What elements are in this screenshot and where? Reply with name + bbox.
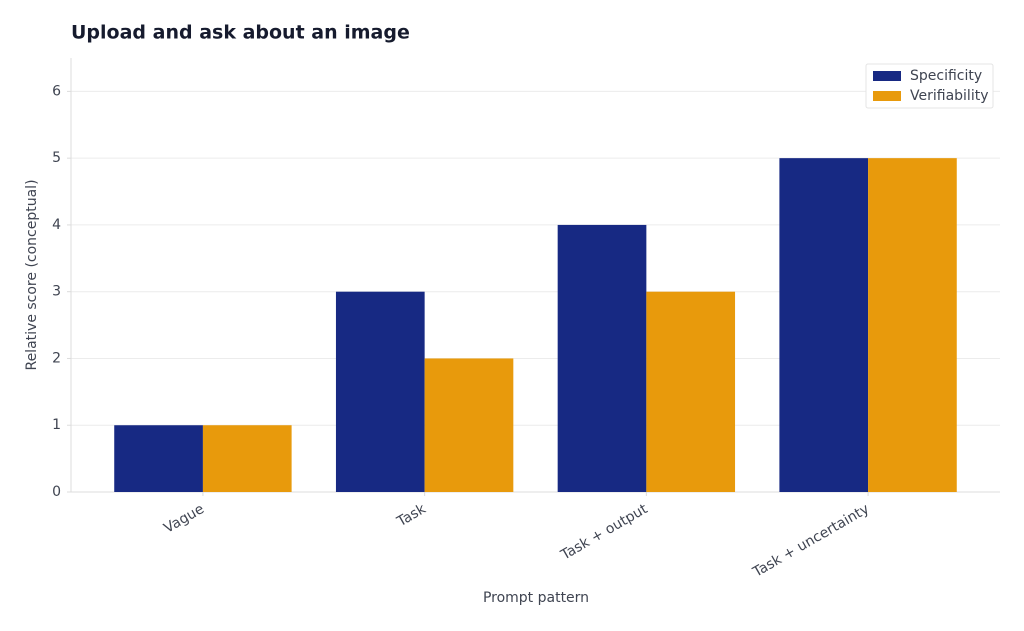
bar xyxy=(868,158,957,492)
legend-label: Specificity xyxy=(910,68,982,84)
x-tick-label: Task xyxy=(394,501,430,531)
legend-label: Verifiability xyxy=(910,88,988,104)
bar xyxy=(114,425,203,492)
y-tick-label: 6 xyxy=(52,83,61,99)
bar xyxy=(202,425,292,492)
legend-swatch xyxy=(873,91,901,101)
bar xyxy=(335,291,425,492)
bar xyxy=(646,291,736,492)
legend-swatch xyxy=(873,71,901,81)
y-tick-label: 2 xyxy=(52,350,61,366)
y-axis-label: Relative score (conceptual) xyxy=(24,179,40,370)
chart-title: Upload and ask about an image xyxy=(71,22,410,44)
y-tick-label: 3 xyxy=(52,284,61,300)
x-tick-label: Task + output xyxy=(557,501,650,564)
x-axis-label: Prompt pattern xyxy=(483,590,589,606)
bar xyxy=(779,158,869,492)
bar xyxy=(424,358,514,492)
x-tick-label: Vague xyxy=(161,501,207,537)
y-tick-label: 0 xyxy=(52,484,61,500)
y-tick-label: 4 xyxy=(52,217,61,233)
bar xyxy=(557,224,647,492)
x-tick-label: Task + uncertainty xyxy=(750,501,873,581)
y-tick-label: 1 xyxy=(52,417,61,433)
y-tick-label: 5 xyxy=(52,150,61,166)
